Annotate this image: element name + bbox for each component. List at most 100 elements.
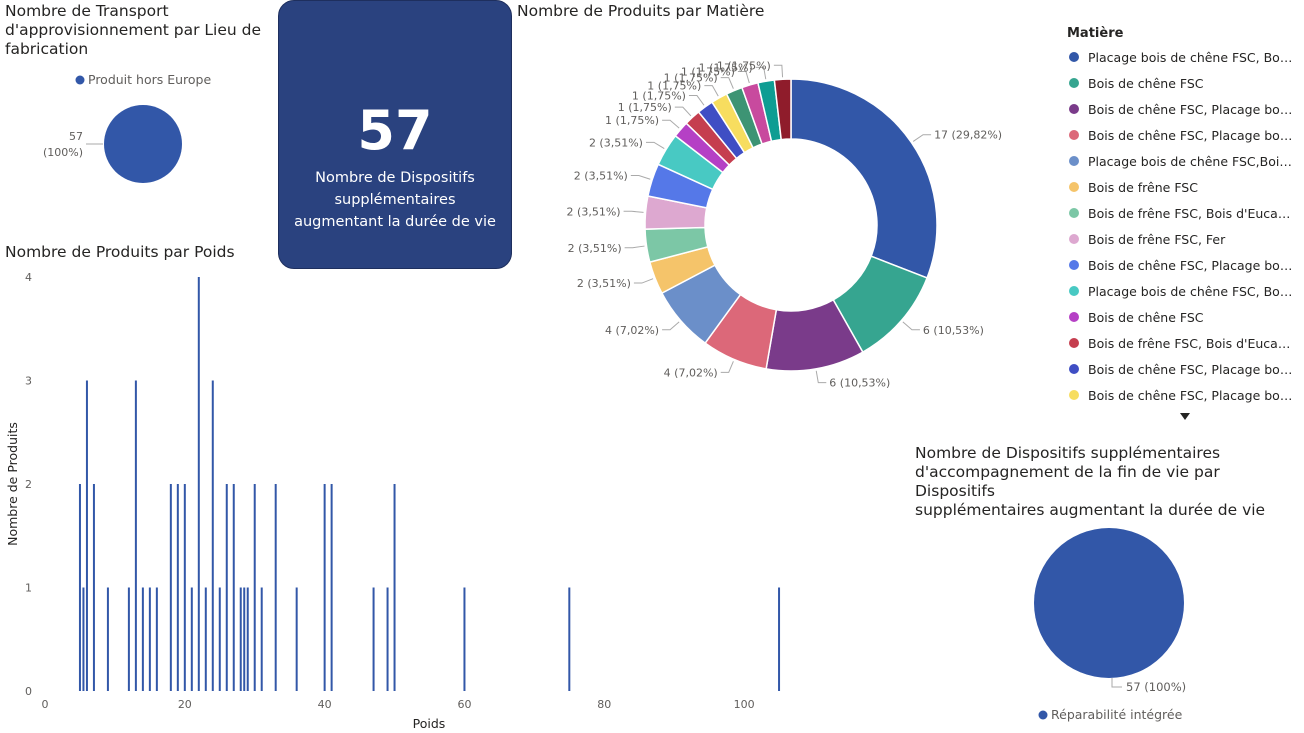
bar[interactable] (568, 587, 571, 692)
legend-item[interactable]: Bois de chêne FSC, Placage bois ... (1064, 252, 1304, 278)
findevie-title: Nombre de Dispositifs supplémentaires d'… (915, 444, 1300, 520)
donut-slice[interactable] (773, 78, 792, 141)
x-tick-label: 20 (178, 698, 192, 711)
donut-data-label: 4 (7,02%) (664, 366, 718, 379)
bar[interactable] (372, 587, 375, 692)
bar[interactable] (176, 484, 179, 691)
kpi-card[interactable]: 57 Nombre de Dispositifs supplémentaires… (278, 0, 512, 269)
bar[interactable] (218, 587, 221, 692)
donut-leader-line (773, 64, 784, 78)
donut-data-label: 1 (1,75%) (681, 65, 735, 78)
legend-item[interactable]: Bois de chêne FSC, Placage bois ... (1064, 382, 1304, 408)
bar[interactable] (253, 484, 256, 691)
bar[interactable] (106, 587, 109, 692)
findevie-legend-label[interactable]: Réparabilité intégrée (1051, 707, 1183, 722)
bar[interactable] (204, 587, 207, 692)
transport-legend-dot (75, 75, 85, 85)
legend-label: Bois de chêne FSC (1088, 75, 1204, 91)
bar[interactable] (330, 484, 333, 691)
legend-dot (1069, 78, 1079, 88)
bar[interactable] (246, 587, 249, 692)
bar[interactable] (323, 484, 326, 691)
donut-leader-line (633, 278, 654, 284)
donut-leader-line (912, 134, 932, 142)
bar[interactable] (243, 587, 246, 692)
matiere-title: Nombre de Produits par Matière (517, 2, 765, 20)
legend-label: Bois de frêne FSC, Fer (1088, 231, 1226, 247)
donut-leader-line (815, 370, 827, 384)
bar[interactable] (78, 484, 81, 691)
bar[interactable] (239, 587, 242, 692)
matiere-legend: Matière Placage bois de chêne FSC, Bois … (1064, 24, 1304, 434)
donut-data-label: 1 (1,75%) (664, 72, 718, 85)
legend-item[interactable]: Bois de chêne FSC, Placage bois ... (1064, 96, 1304, 122)
donut-slice[interactable] (790, 78, 938, 279)
y-tick-label: 3 (25, 375, 32, 388)
bar[interactable] (92, 484, 95, 691)
donut-data-label: 2 (3,51%) (574, 170, 628, 183)
bar[interactable] (778, 587, 781, 692)
donut-data-label: 1 (1,75%) (632, 90, 686, 103)
transport-title: Nombre de Transport d'approvisionnement … (5, 2, 275, 59)
legend-item[interactable]: Placage bois de chêne FSC,Bois d... (1064, 148, 1304, 174)
legend-dot (1069, 130, 1079, 140)
donut-leader-line (645, 141, 665, 150)
legend-item[interactable]: Bois de frêne FSC, Bois d'Eucaly... (1064, 200, 1304, 226)
legend-item[interactable]: Placage bois de chêne FSC, Bois ... (1064, 44, 1304, 70)
bar[interactable] (197, 277, 200, 691)
legend-dot (1069, 104, 1079, 114)
legend-item[interactable]: Bois de frêne FSC, Bois d'Eucaly... (1064, 330, 1304, 356)
legend-item[interactable]: Bois de chêne FSC, Placage bois ... (1064, 356, 1304, 382)
donut-data-label: 6 (10,53%) (829, 377, 890, 390)
donut-leader-line (704, 85, 719, 97)
transport-legend-label[interactable]: Produit hors Europe (88, 72, 211, 87)
donut-leader-line (662, 119, 680, 129)
bar[interactable] (225, 484, 228, 691)
legend-item[interactable]: Bois de chêne FSC (1064, 70, 1304, 96)
bar[interactable] (85, 380, 88, 692)
legend-dot (1069, 234, 1079, 244)
bar[interactable] (148, 587, 151, 692)
legend-dot (1069, 390, 1079, 400)
donut-leader-line (737, 70, 750, 84)
bar[interactable] (295, 587, 298, 692)
transport-title-line-3: fabrication (5, 40, 89, 58)
bar[interactable] (134, 380, 137, 692)
legend-label: Bois de chêne FSC, Placage bois ... (1088, 361, 1293, 377)
transport-pie-slice[interactable] (104, 105, 182, 183)
legend-label: Bois de chêne FSC, Placage bois ... (1088, 101, 1293, 117)
legend-item[interactable]: Bois de chêne FSC (1064, 304, 1304, 330)
donut-leader-line (688, 95, 705, 106)
findevie-leader-line (1111, 678, 1122, 688)
bar[interactable] (82, 587, 85, 692)
legend-item[interactable]: Bois de frêne FSC, Fer (1064, 226, 1304, 252)
legend-dot (1069, 182, 1079, 192)
transport-pie-chart: Produit hors Europe 57 (100%) (43, 72, 211, 183)
bar[interactable] (190, 587, 193, 692)
donut-data-label: 1 (1,75%) (605, 114, 659, 127)
bar[interactable] (141, 587, 144, 692)
x-axis-label: Poids (413, 716, 446, 731)
bar[interactable] (211, 380, 214, 692)
legend-scroll-down-icon[interactable] (1180, 413, 1190, 420)
bar[interactable] (183, 484, 186, 691)
legend-item[interactable]: Bois de chêne FSC, Placage bois ... (1064, 122, 1304, 148)
findevie-pie-slice[interactable] (1034, 528, 1184, 678)
x-tick-label: 60 (457, 698, 471, 711)
legend-item[interactable]: Bois de frêne FSC (1064, 174, 1304, 200)
y-tick-label: 0 (25, 685, 32, 698)
bar[interactable] (260, 587, 263, 692)
bar[interactable] (274, 484, 277, 691)
donut-leader-line (624, 245, 645, 249)
donut-leader-line (902, 321, 920, 331)
bar[interactable] (232, 484, 235, 691)
bar[interactable] (169, 484, 172, 691)
bar[interactable] (386, 587, 389, 692)
legend-item[interactable]: Placage bois de chêne FSC, Bois ... (1064, 278, 1304, 304)
bar[interactable] (393, 484, 396, 691)
bar[interactable] (463, 587, 466, 692)
matiere-legend-title: Matière (1067, 26, 1124, 41)
bar[interactable] (127, 587, 130, 692)
matiere-legend-items: Placage bois de chêne FSC, Bois ... Bois … (1064, 44, 1304, 408)
bar[interactable] (155, 587, 158, 692)
